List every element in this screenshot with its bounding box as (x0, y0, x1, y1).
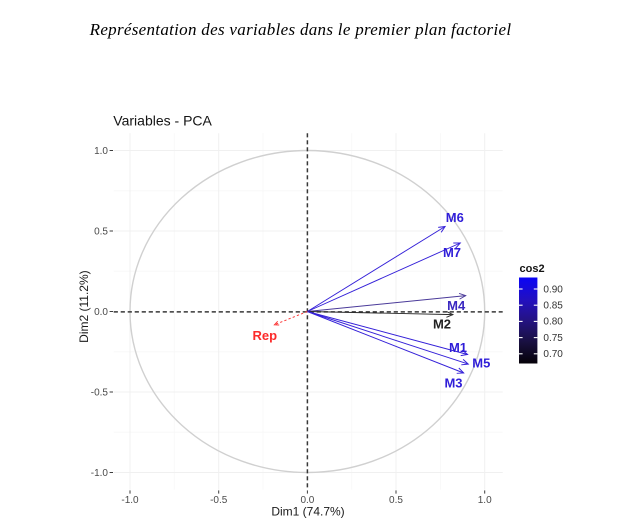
svg-text:Rep: Rep (253, 328, 278, 343)
svg-text:-0.5: -0.5 (210, 495, 228, 506)
svg-text:1.0: 1.0 (94, 146, 108, 157)
svg-text:0.0: 0.0 (300, 495, 314, 506)
svg-text:Dim2 (11.2%): Dim2 (11.2%) (77, 270, 91, 342)
svg-text:-1.0: -1.0 (121, 495, 139, 506)
svg-text:0.75: 0.75 (543, 333, 563, 344)
svg-text:-1.0: -1.0 (91, 468, 109, 479)
svg-text:M1: M1 (449, 340, 467, 355)
svg-text:-0.5: -0.5 (91, 388, 109, 399)
svg-text:0.0: 0.0 (94, 307, 108, 318)
svg-text:1.0: 1.0 (478, 495, 492, 506)
svg-text:0.70: 0.70 (543, 349, 563, 360)
svg-text:M4: M4 (447, 298, 466, 313)
svg-text:0.5: 0.5 (94, 227, 108, 238)
svg-text:0.85: 0.85 (543, 301, 563, 312)
svg-text:Dim1 (74.7%): Dim1 (74.7%) (271, 505, 344, 519)
svg-text:M2: M2 (433, 316, 451, 331)
svg-text:Variables - PCA: Variables - PCA (113, 113, 212, 129)
svg-text:cos2: cos2 (520, 263, 545, 275)
svg-text:M7: M7 (443, 245, 461, 260)
svg-text:M5: M5 (472, 355, 490, 370)
svg-text:0.90: 0.90 (543, 284, 563, 295)
svg-text:M3: M3 (444, 375, 462, 390)
svg-text:0.5: 0.5 (389, 495, 403, 506)
svg-text:0.80: 0.80 (543, 317, 563, 328)
svg-text:M6: M6 (446, 210, 464, 225)
